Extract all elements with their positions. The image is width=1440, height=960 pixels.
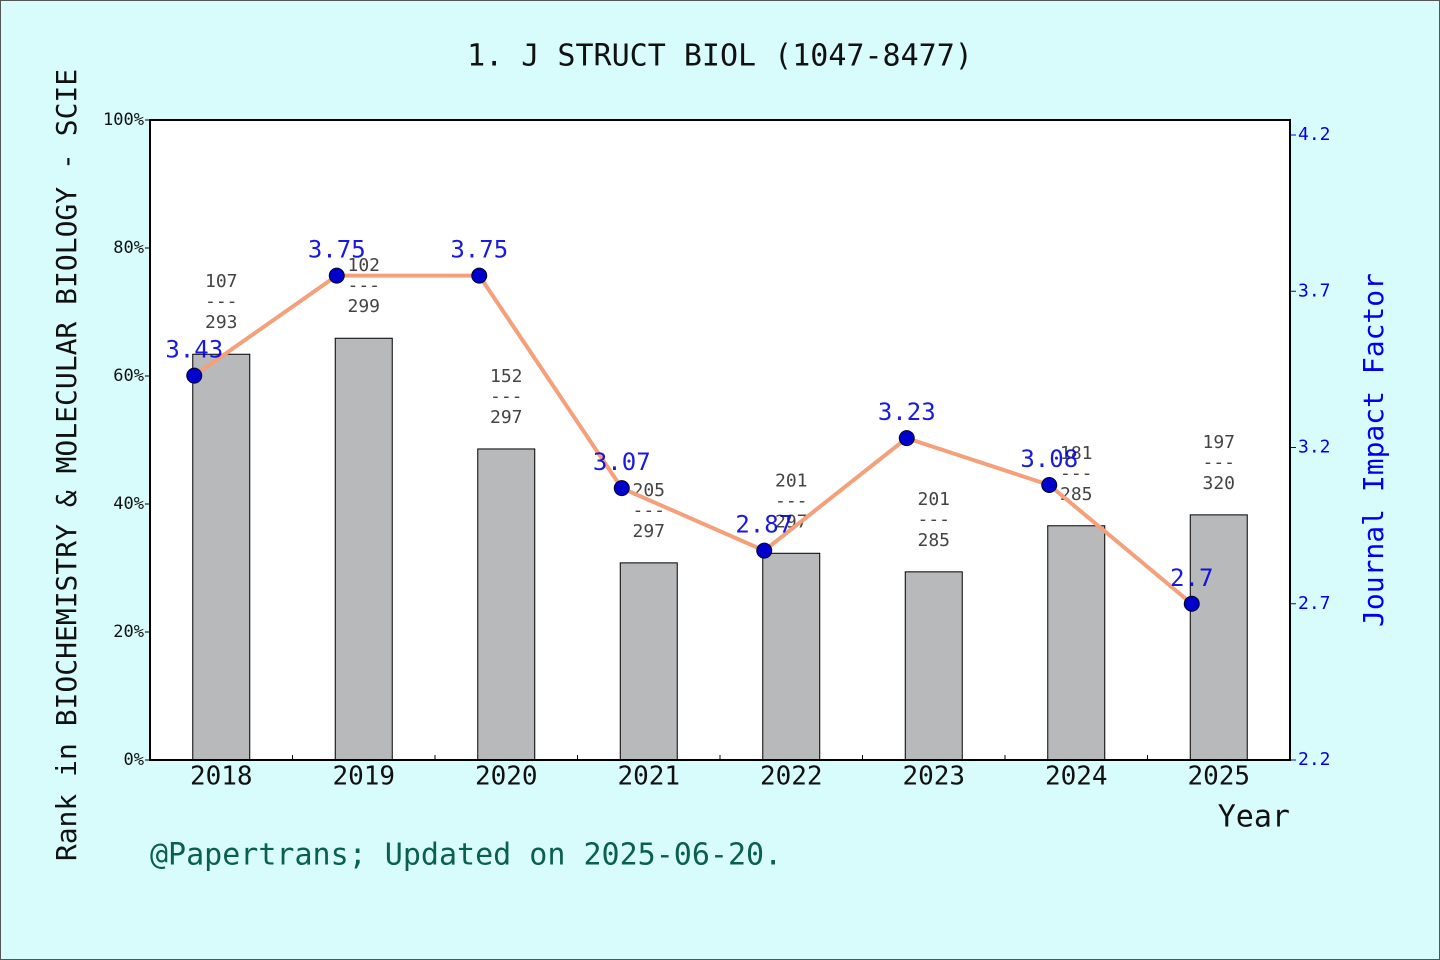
y-tick-label: 100% — [103, 110, 144, 130]
bar — [1047, 525, 1106, 761]
total-label: 299 — [347, 296, 380, 317]
bar — [334, 337, 393, 761]
point — [328, 267, 345, 284]
rank-label: 201 — [775, 470, 808, 491]
bar — [192, 353, 251, 761]
plot-frame — [149, 119, 1291, 761]
y-tick-label: 60% — [113, 366, 144, 386]
x-tick-label: 2020 — [475, 762, 538, 792]
x-tick-label: 2023 — [902, 762, 965, 792]
bar — [762, 552, 821, 761]
value-label: 2.7 — [1170, 564, 1213, 592]
rank-label: 181 — [1060, 443, 1093, 464]
total-label: 285 — [1060, 484, 1093, 505]
total-label: 285 — [917, 530, 950, 551]
rank-separator: --- — [1060, 463, 1093, 484]
rank-label: 102 — [347, 255, 380, 276]
point — [471, 267, 488, 284]
x-tick-label: 2018 — [190, 762, 253, 792]
rank-label: 152 — [490, 366, 523, 387]
bar — [619, 562, 678, 761]
total-label: 297 — [632, 521, 665, 542]
y2-tick-label: 4.2 — [1298, 124, 1331, 145]
plot-area — [150, 120, 1290, 760]
y-tick-label: 0% — [124, 750, 144, 770]
y-tick-label: 80% — [113, 238, 144, 258]
rank-separator: --- — [917, 509, 950, 530]
value-label: 3.75 — [450, 236, 508, 264]
value-label: 3.23 — [878, 398, 936, 426]
bar — [477, 448, 536, 761]
bar — [904, 571, 963, 761]
rank-separator: --- — [347, 275, 380, 296]
rank-label: 107 — [205, 271, 238, 292]
value-label: 3.08 — [1020, 445, 1078, 473]
rank-separator: --- — [205, 291, 238, 312]
y2-axis-label: Journal Impact Factor — [1357, 273, 1390, 627]
rank-label: 197 — [1202, 432, 1235, 453]
y2-tick-label: 2.2 — [1298, 749, 1331, 770]
point — [756, 542, 773, 559]
rank-label: 205 — [632, 480, 665, 501]
y-tick-label: 20% — [113, 622, 144, 642]
y2-tick-label: 3.2 — [1298, 437, 1331, 458]
x-tick-label: 2022 — [760, 762, 823, 792]
value-label: 3.75 — [308, 236, 366, 264]
bar — [1189, 514, 1248, 761]
rank-separator: --- — [490, 386, 523, 407]
point — [186, 367, 203, 384]
value-label: 3.07 — [593, 448, 651, 476]
chart-title: 1. J STRUCT BIOL (1047-8477) — [467, 39, 973, 74]
total-label: 297 — [490, 407, 523, 428]
point — [898, 430, 915, 447]
y2-tick-label: 2.7 — [1298, 593, 1331, 614]
total-label: 293 — [205, 312, 238, 333]
rank-separator: --- — [1202, 452, 1235, 473]
point — [1183, 595, 1200, 612]
point — [613, 480, 630, 497]
x-tick-label: 2024 — [1045, 762, 1108, 792]
x-tick-label: 2021 — [617, 762, 680, 792]
x-tick-label: 2019 — [332, 762, 395, 792]
line — [193, 273, 1194, 606]
y-axis-label: Rank in BIOCHEMISTRY & MOLECULAR BIOLOGY… — [50, 69, 83, 861]
point — [1041, 477, 1058, 493]
x-axis-label: Year — [1218, 800, 1290, 835]
total-label: 297 — [775, 511, 808, 532]
x-tick-label: 2025 — [1187, 762, 1250, 792]
total-label: 320 — [1202, 473, 1235, 494]
y2-tick-label: 3.7 — [1298, 280, 1331, 301]
y-tick-label: 40% — [113, 494, 144, 514]
value-label: 2.87 — [735, 511, 793, 539]
rank-separator: --- — [775, 490, 808, 511]
value-label: 3.43 — [165, 336, 223, 364]
footer: @Papertrans; Updated on 2025-06-20. — [150, 838, 782, 873]
rank-label: 201 — [917, 489, 950, 510]
